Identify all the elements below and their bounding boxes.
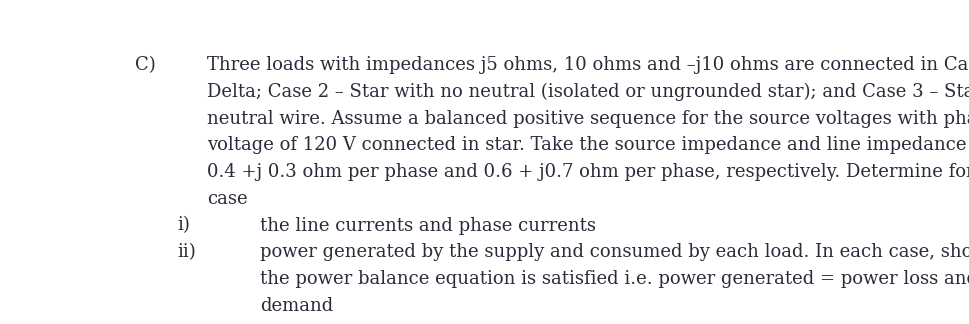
Text: demand: demand — [260, 296, 333, 315]
Text: case: case — [207, 190, 248, 208]
Text: the line currents and phase currents: the line currents and phase currents — [260, 216, 596, 235]
Text: the power balance equation is satisfied i.e. power generated = power loss and po: the power balance equation is satisfied … — [260, 270, 969, 288]
Text: Three loads with impedances j5 ohms, 10 ohms and –j10 ohms are connected in Case: Three loads with impedances j5 ohms, 10 … — [207, 56, 969, 74]
Text: C): C) — [135, 56, 155, 74]
Text: ii): ii) — [177, 243, 196, 261]
Text: voltage of 120 V connected in star. Take the source impedance and line impedance: voltage of 120 V connected in star. Take… — [207, 136, 969, 155]
Text: power generated by the supply and consumed by each load. In each case, show that: power generated by the supply and consum… — [260, 243, 969, 261]
Text: neutral wire. Assume a balanced positive sequence for the source voltages with p: neutral wire. Assume a balanced positive… — [207, 110, 969, 128]
Text: i): i) — [177, 216, 190, 235]
Text: Delta; Case 2 – Star with no neutral (isolated or ungrounded star); and Case 3 –: Delta; Case 2 – Star with no neutral (is… — [207, 83, 969, 101]
Text: 0.4 +j 0.3 ohm per phase and 0.6 + j0.7 ohm per phase, respectively. Determine f: 0.4 +j 0.3 ohm per phase and 0.6 + j0.7 … — [207, 163, 969, 181]
